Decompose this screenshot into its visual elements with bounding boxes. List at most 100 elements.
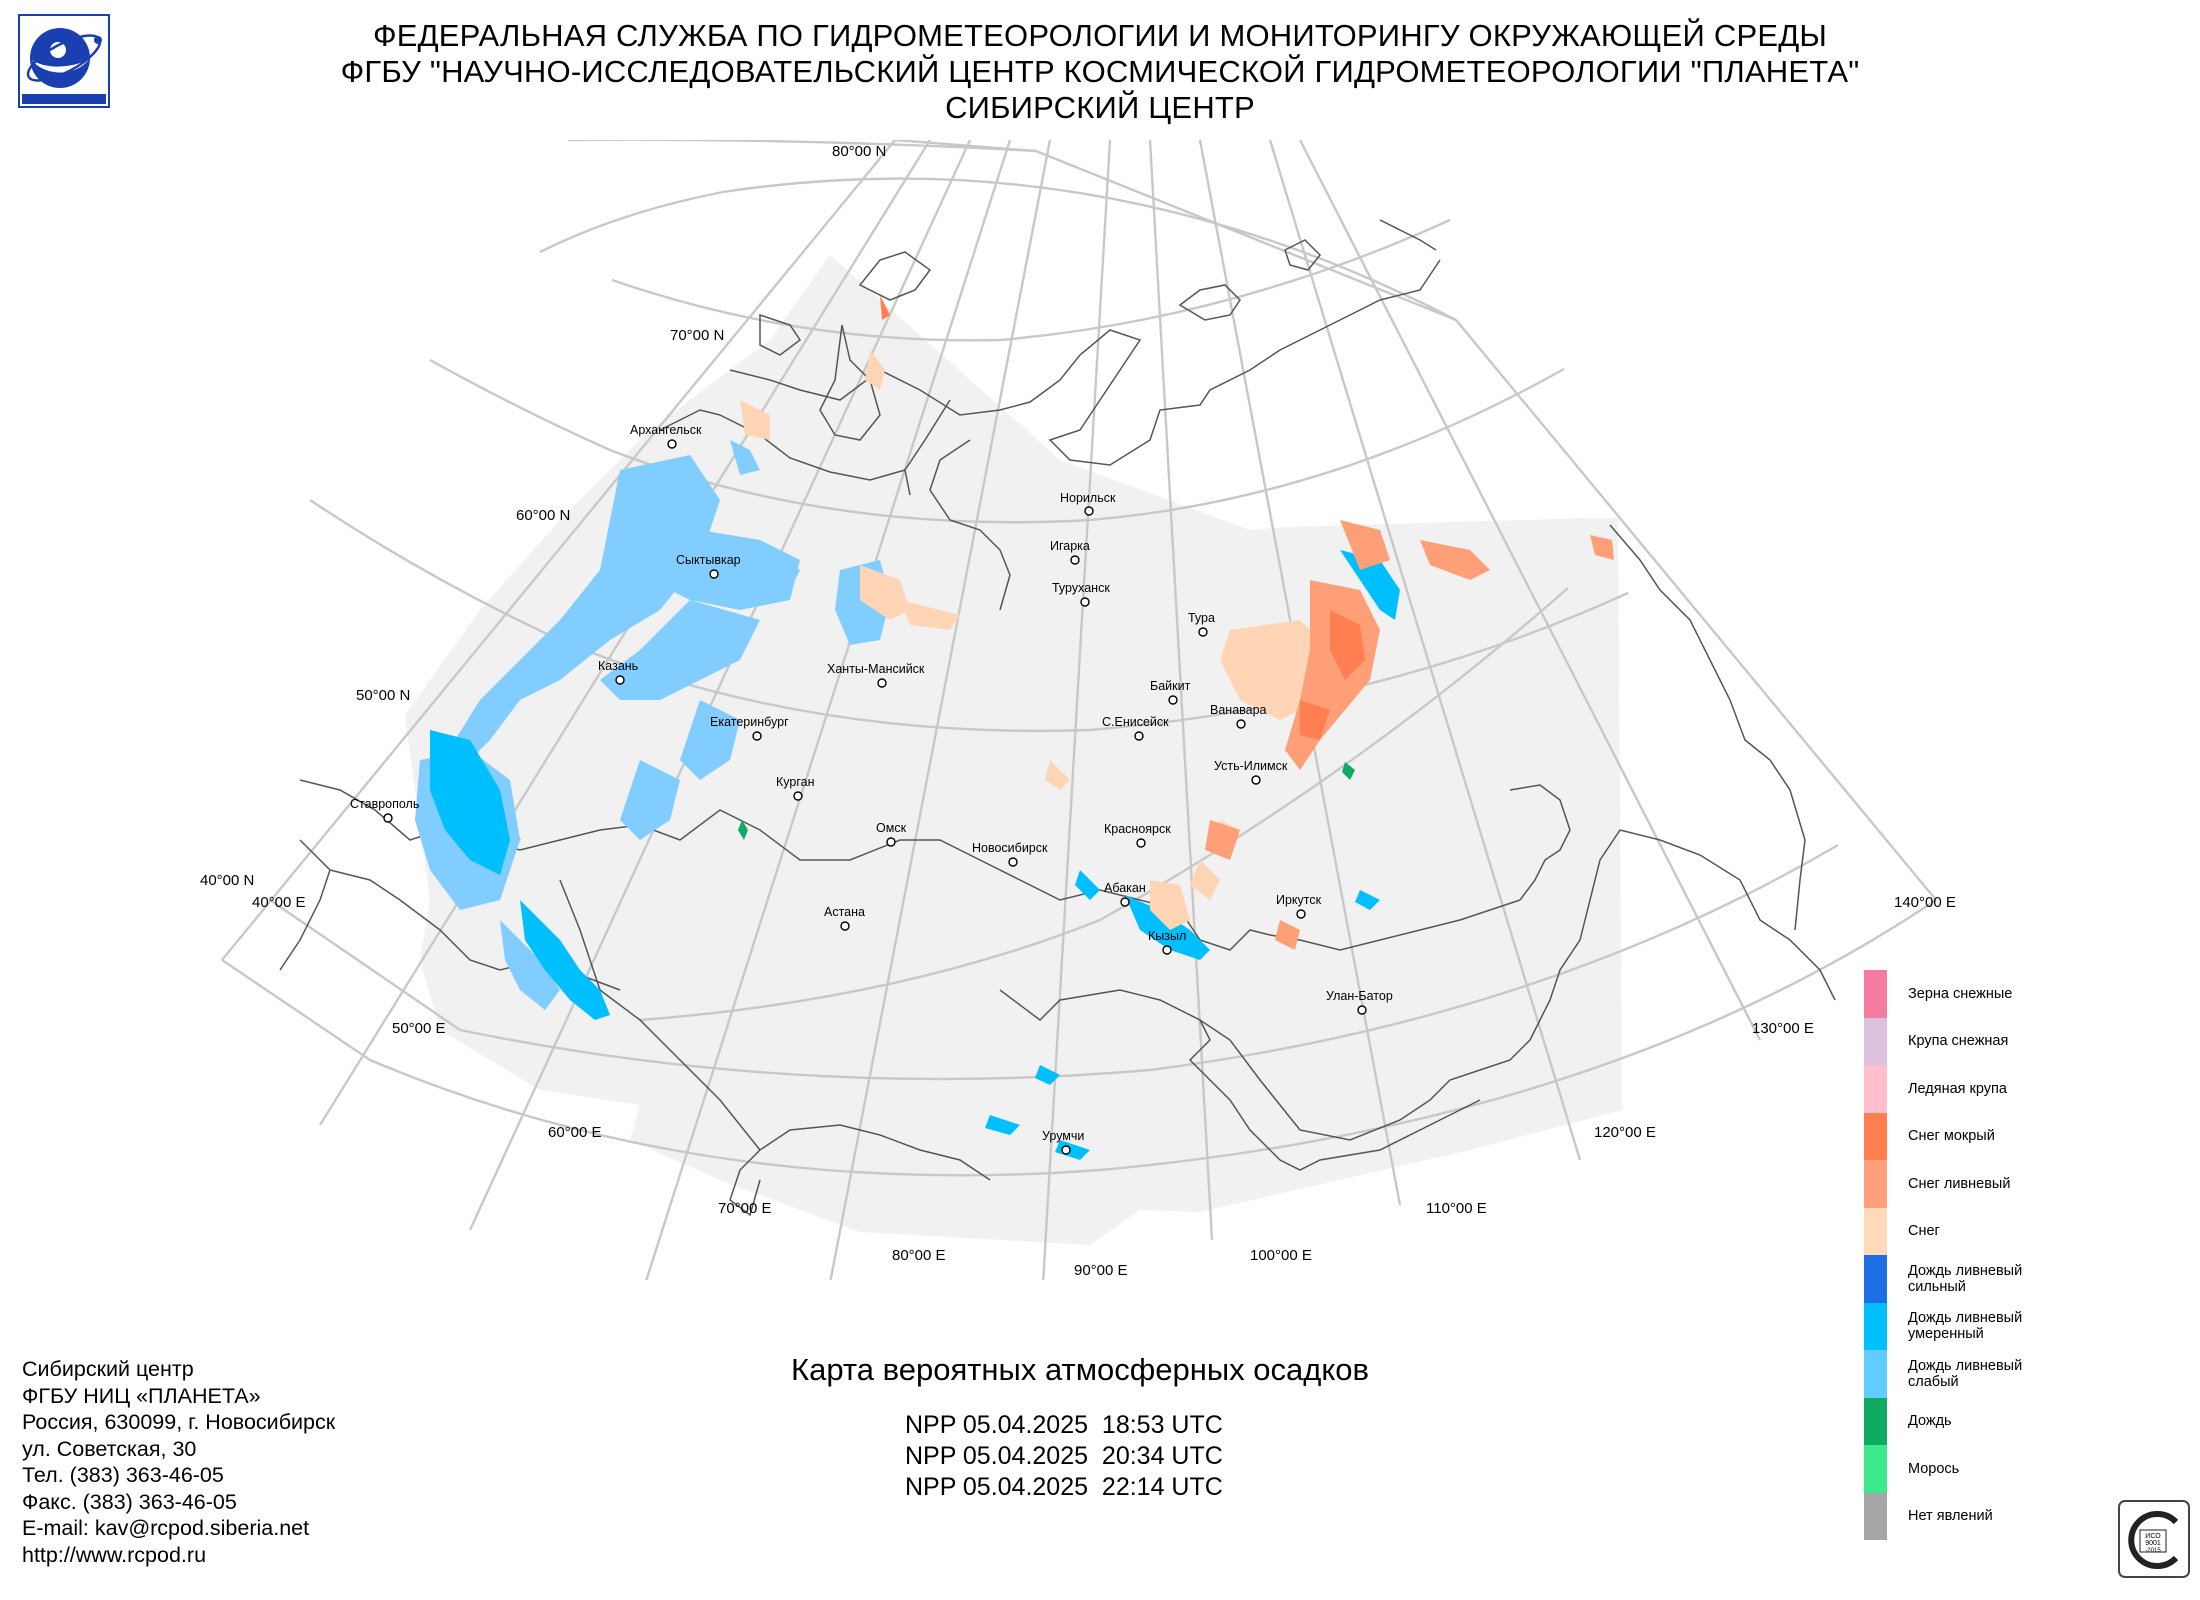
cities: Архангельск Норильск Игарка Сыктывкар Ту… — [350, 423, 1393, 1155]
lon-label-50: 50°00 E — [392, 1020, 446, 1037]
precip-rain — [738, 762, 1355, 840]
svg-text:Астана: Астана — [824, 905, 865, 919]
pass-1: NPP 05.04.2025 18:53 UTC — [905, 1411, 1223, 1439]
city-novosibirsk: Новосибирск — [972, 841, 1048, 867]
contact-line: ФГБУ НИЦ «ПЛАНЕТА» — [22, 1383, 261, 1408]
svg-text:9001: 9001 — [2145, 1540, 2161, 1547]
city-astana: Астана — [824, 905, 865, 931]
city-vanavara: Ванавара — [1210, 703, 1267, 729]
svg-text:Улан-Батор: Улан-Батор — [1326, 989, 1393, 1003]
contact-info: Сибирский центр ФГБУ НИЦ «ПЛАНЕТА» Росси… — [22, 1356, 335, 1568]
city-kurgan: Курган — [776, 775, 815, 801]
pass-2: NPP 05.04.2025 20:34 UTC — [905, 1442, 1223, 1470]
svg-text:ИСО: ИСО — [2145, 1533, 2161, 1540]
lon-label-60: 60°00 E — [548, 1124, 602, 1141]
coastlines — [279, 219, 1836, 1217]
legend-label: Ледяная крупа — [1908, 1080, 2007, 1097]
svg-text:Казань: Казань — [598, 659, 638, 673]
legend-swatch — [1864, 1350, 1887, 1398]
legend-label: Морось — [1908, 1460, 1960, 1477]
city-stavropol: Ставрополь — [350, 797, 419, 823]
header-center: СИБИРСКИЙ ЦЕНТР — [945, 90, 1255, 125]
city-syktyvkar: Сыктывкар — [676, 553, 741, 579]
precipitation-map: 80°00 N 70°00 N 60°00 N 50°00 N 40°00 N … — [200, 140, 1956, 1280]
svg-text:Курган: Курган — [776, 775, 815, 789]
legend-label: Снег мокрый — [1908, 1128, 1995, 1145]
lat-label-60: 60°00 N — [516, 507, 570, 524]
city-yeniseysk: С.Енисейск — [1102, 715, 1169, 741]
lat-label-50: 50°00 N — [356, 687, 410, 704]
precip-wet-snow — [880, 295, 1365, 740]
contact-website[interactable]: http://www.rcpod.ru — [22, 1542, 207, 1567]
legend-label: Крупа снежная — [1908, 1033, 2009, 1050]
svg-text:Ванавара: Ванавара — [1210, 703, 1267, 717]
legend-label: Снег ливневый — [1908, 1175, 2011, 1192]
city-khanty-mansiysk: Ханты-Мансийск — [827, 662, 925, 688]
svg-text:Сыктывкар: Сыктывкар — [676, 553, 741, 567]
legend-swatch — [1864, 1397, 1887, 1445]
header: ФЕДЕРАЛЬНАЯ СЛУЖБА ПО ГИДРОМЕТЕОРОЛОГИИ … — [140, 18, 2060, 126]
legend-swatch — [1864, 1302, 1887, 1350]
contact-phone: Тел. (383) 363-46-05 — [22, 1463, 224, 1487]
city-urumqi: Урумчи — [1042, 1129, 1084, 1155]
city-arkhangelsk: Архангельск — [630, 423, 702, 449]
city-ust-ilimsk: Усть-Илимск — [1214, 759, 1288, 785]
lat-label-40: 40°00 N — [200, 872, 254, 889]
svg-text:Иркутск: Иркутск — [1276, 893, 1322, 907]
legend-label: Дождь ливневый умеренный — [1908, 1310, 2023, 1343]
city-norilsk: Норильск — [1060, 491, 1116, 516]
svg-text:Ставрополь: Ставрополь — [350, 797, 419, 811]
lat-label-70: 70°00 N — [670, 327, 724, 344]
svg-text:Байкит: Байкит — [1150, 679, 1191, 693]
contact-fax: Факс. (383) 363-46-05 — [22, 1489, 237, 1514]
legend-label: Зерна снежные — [1908, 985, 2013, 1002]
planeta-logo-icon — [18, 14, 110, 108]
svg-text:С.Енисейск: С.Енисейск — [1102, 715, 1169, 729]
iso-9001-badge-icon: ИСО 9001 -2015 — [2118, 1500, 2190, 1578]
map-title: Карта вероятных атмосферных осадков — [791, 1352, 1369, 1387]
svg-text:Урумчи: Урумчи — [1042, 1129, 1084, 1143]
legend-swatch — [1864, 1207, 1887, 1255]
city-krasnoyarsk: Красноярск — [1104, 822, 1171, 848]
legend-label: Дождь ливневый сильный — [1908, 1262, 2023, 1295]
legend-swatch — [1864, 1065, 1887, 1113]
svg-text:Усть-Илимск: Усть-Илимск — [1214, 759, 1288, 773]
lon-label-70: 70°00 E — [718, 1200, 772, 1217]
svg-text:Игарка: Игарка — [1050, 539, 1090, 553]
legend-swatch — [1864, 1112, 1887, 1160]
legend-label: Дождь ливневый слабый — [1908, 1357, 2023, 1390]
graticule — [221, 140, 1937, 1280]
city-abakan: Абакан — [1104, 881, 1146, 907]
land-backdrop — [405, 255, 1622, 1245]
contact-line: ул. Советская, 30 — [22, 1436, 197, 1461]
svg-text:Абакан: Абакан — [1104, 881, 1146, 895]
lon-label-40: 40°00 E — [252, 894, 306, 911]
lon-label-140: 140°00 E — [1894, 894, 1956, 911]
city-yekaterinburg: Екатеринбург — [710, 715, 789, 741]
city-igarka: Игарка — [1050, 539, 1090, 565]
svg-text:Омск: Омск — [876, 821, 907, 835]
contact-line: Сибирский центр — [22, 1357, 194, 1381]
pass-3: NPP 05.04.2025 22:14 UTC — [905, 1473, 1223, 1501]
graticule-labels: 80°00 N 70°00 N 60°00 N 50°00 N 40°00 N … — [200, 143, 1956, 1279]
svg-text:Новосибирск: Новосибирск — [972, 841, 1048, 855]
contact-line: Россия, 630099, г. Новосибирск — [22, 1410, 336, 1434]
svg-text:Туруханск: Туруханск — [1052, 581, 1110, 595]
lat-label-80: 80°00 N — [832, 143, 886, 160]
svg-text:Архангельск: Архангельск — [630, 423, 702, 437]
city-irkutsk: Иркутск — [1276, 893, 1322, 919]
svg-text:Екатеринбург: Екатеринбург — [710, 715, 789, 729]
satellite-passes: NPP 05.04.2025 18:53 UTC NPP 05.04.2025 … — [905, 1410, 1223, 1503]
legend-label: Нет явлений — [1908, 1508, 1993, 1525]
svg-text:Ханты-Мансийск: Ханты-Мансийск — [827, 662, 925, 676]
svg-text:-2015: -2015 — [2145, 1548, 2161, 1554]
header-agency: ФЕДЕРАЛЬНАЯ СЛУЖБА ПО ГИДРОМЕТЕОРОЛОГИИ … — [372, 18, 1828, 53]
city-omsk: Омск — [876, 821, 907, 847]
svg-text:Норильск: Норильск — [1060, 491, 1116, 505]
legend-label: Снег — [1908, 1223, 1940, 1240]
contact-email[interactable]: E-mail: kav@rcpod.siberia.net — [22, 1516, 310, 1540]
lon-label-110: 110°00 E — [1426, 1200, 1487, 1217]
header-institute: ФГБУ "НАУЧНО-ИССЛЕДОВАТЕЛЬСКИЙ ЦЕНТР КОС… — [340, 54, 1860, 89]
lon-label-120: 120°00 E — [1594, 1124, 1656, 1141]
lon-label-130: 130°00 E — [1752, 1020, 1814, 1037]
